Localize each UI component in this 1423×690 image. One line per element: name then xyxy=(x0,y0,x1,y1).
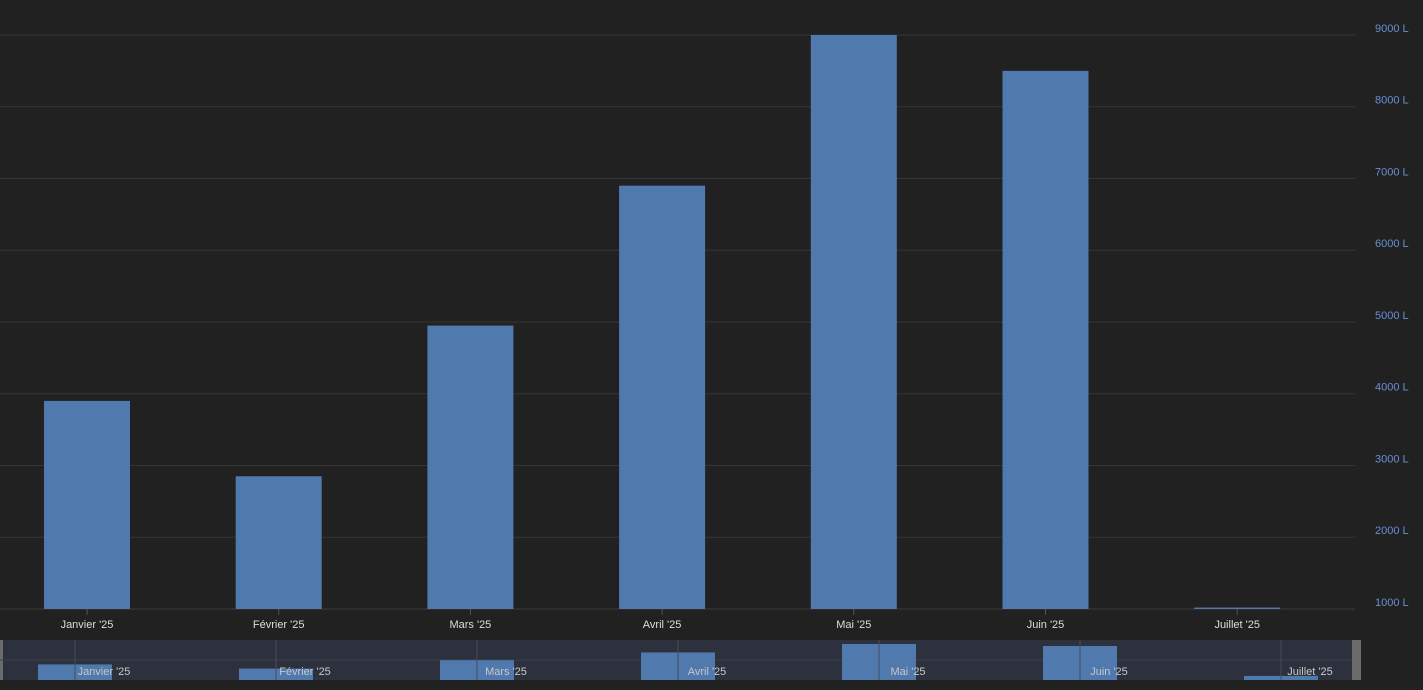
scrollbar-label: Juillet '25 xyxy=(1287,666,1333,678)
scrollbar-label: Avril '25 xyxy=(688,666,727,678)
bar xyxy=(810,35,897,609)
y-tick-label: 6000 L xyxy=(1375,238,1409,250)
x-tick-label: Mai '25 xyxy=(836,619,871,631)
scrollbar-label: Mai '25 xyxy=(890,666,925,678)
x-tick-label: Janvier '25 xyxy=(61,619,114,631)
x-tick-label: Juillet '25 xyxy=(1214,619,1260,631)
y-tick-label: 1000 L xyxy=(1375,597,1409,609)
y-tick-label: 3000 L xyxy=(1375,453,1409,465)
scrollbar-grip-right[interactable] xyxy=(1352,640,1361,680)
y-tick-label: 7000 L xyxy=(1375,166,1409,178)
bar xyxy=(619,185,706,610)
scrollbar-label: Mars '25 xyxy=(485,666,527,678)
y-tick-label: 2000 L xyxy=(1375,525,1409,537)
bar xyxy=(235,476,322,609)
bar xyxy=(44,400,130,609)
x-tick-label: Avril '25 xyxy=(643,619,682,631)
x-tick-label: Février '25 xyxy=(253,619,305,631)
y-tick-label: 5000 L xyxy=(1375,310,1409,322)
scrollbar-label: Juin '25 xyxy=(1090,666,1128,678)
x-tick-label: Mars '25 xyxy=(449,619,491,631)
y-tick-label: 9000 L xyxy=(1375,23,1409,35)
scrollbar-label: Janvier '25 xyxy=(78,666,131,678)
scrollbar-label: Février '25 xyxy=(279,666,331,678)
bar xyxy=(427,325,514,609)
bar xyxy=(1002,70,1089,609)
y-tick-label: 4000 L xyxy=(1375,382,1409,394)
y-tick-label: 8000 L xyxy=(1375,95,1409,107)
bar xyxy=(1194,607,1281,609)
x-tick-label: Juin '25 xyxy=(1027,619,1065,631)
